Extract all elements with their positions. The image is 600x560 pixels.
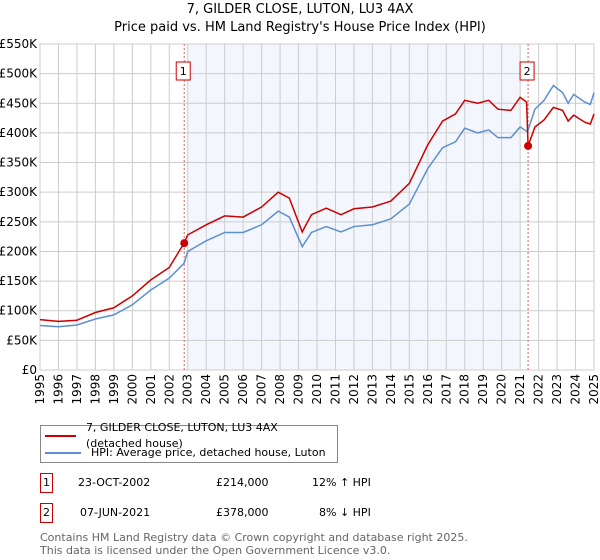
x-tick-label: 2011 [328,374,342,405]
x-tick-label: 2008 [273,374,287,405]
transaction-hpi: 8% ↓ HPI [319,506,371,519]
x-tick-label: 1998 [88,374,102,405]
y-tick-label: £450K [0,96,38,110]
y-tick-label: £0 [22,363,37,377]
transaction-price: £378,000 [216,506,269,519]
series-line [39,84,595,328]
chart-subtitle: Price paid vs. HM Land Registry's House … [114,20,486,35]
x-tick-label: 2022 [532,374,546,405]
x-tick-label: 2014 [384,374,398,405]
y-tick-label: £300K [0,185,38,199]
sale-point [180,239,189,248]
y-tick-label: £500K [0,67,38,81]
y-tick-label: £400K [0,126,38,140]
x-tick-label: 2009 [292,374,306,405]
x-tick-label: 2006 [236,374,250,405]
y-tick-label: £150K [0,274,38,288]
x-tick-label: 2004 [199,374,213,405]
y-tick-label: £50K [6,333,38,347]
x-tick-label: 2003 [181,374,195,405]
x-tick-label: 2015 [402,374,416,405]
transaction-date: 07-JUN-2021 [80,506,151,519]
footer-license: This data is licensed under the Open Gov… [40,544,391,557]
x-tick-label: 2021 [513,374,527,405]
sale-label-box [175,61,191,81]
x-tick-label: 2012 [347,374,361,405]
x-tick-label: 1997 [70,374,84,405]
x-tick-label: 1999 [107,374,121,405]
y-tick-label: £550K [0,37,38,51]
legend-label: HPI: Average price, detached house, Luto… [91,446,326,459]
x-tick-label: 2007 [255,374,269,405]
series-line [39,96,595,323]
x-tick-label: 2023 [550,374,564,405]
legend-swatch-blue [45,452,81,454]
y-tick-label: £200K [0,244,38,258]
x-tick-label: 2005 [218,374,232,405]
sale-label: 1 [180,65,187,78]
sale-label: 2 [524,65,531,78]
x-tick-label: 2016 [421,374,435,405]
x-tick-label: 2024 [569,374,583,405]
y-tick-label: £100K [0,304,38,318]
legend-item-hpi: HPI: Average price, detached house, Luto… [45,445,326,461]
x-tick-label: 2020 [495,374,509,405]
plot-area: £0 £50K £100K £150K £200K £250K £300K £350K £400… [0,37,600,405]
x-tick-label: 2010 [310,374,324,405]
transaction-date: 23-OCT-2002 [78,476,151,489]
plot-border [39,43,595,371]
x-tick-label: 2019 [476,374,490,405]
marker-badge: 2 [40,503,53,523]
legend: 7, GILDER CLOSE, LUTON, LU3 4AX (detache… [40,421,338,463]
legend-item-property: 7, GILDER CLOSE, LUTON, LU3 4AX (detache… [45,421,337,450]
chart-title: 7, GILDER CLOSE, LUTON, LU3 4AX [186,2,414,17]
y-tick-label: £350K [0,156,38,170]
x-tick-label: 2013 [365,374,379,405]
transaction-price: £214,000 [216,476,269,489]
sale-label-box [519,61,535,81]
y-tick-label: £250K [0,215,38,229]
x-tick-label: 1996 [51,374,65,405]
x-tick-label: 1995 [33,374,47,405]
marker-badge: 1 [40,473,53,493]
legend-label: 7, GILDER CLOSE, LUTON, LU3 4AX (detache… [85,421,278,450]
legend-swatch-red [45,435,76,437]
x-tick-label: 2018 [458,374,472,405]
x-tick-label: 2001 [144,374,158,405]
footer-copyright: Contains HM Land Registry data © Crown c… [40,531,468,544]
sale-point [524,141,533,150]
x-tick-label: 2025 [587,374,600,405]
x-tick-label: 2017 [439,374,453,405]
transaction-hpi: 12% ↑ HPI [312,476,371,489]
x-tick-label: 2000 [125,374,139,405]
x-tick-label: 2002 [162,374,176,405]
